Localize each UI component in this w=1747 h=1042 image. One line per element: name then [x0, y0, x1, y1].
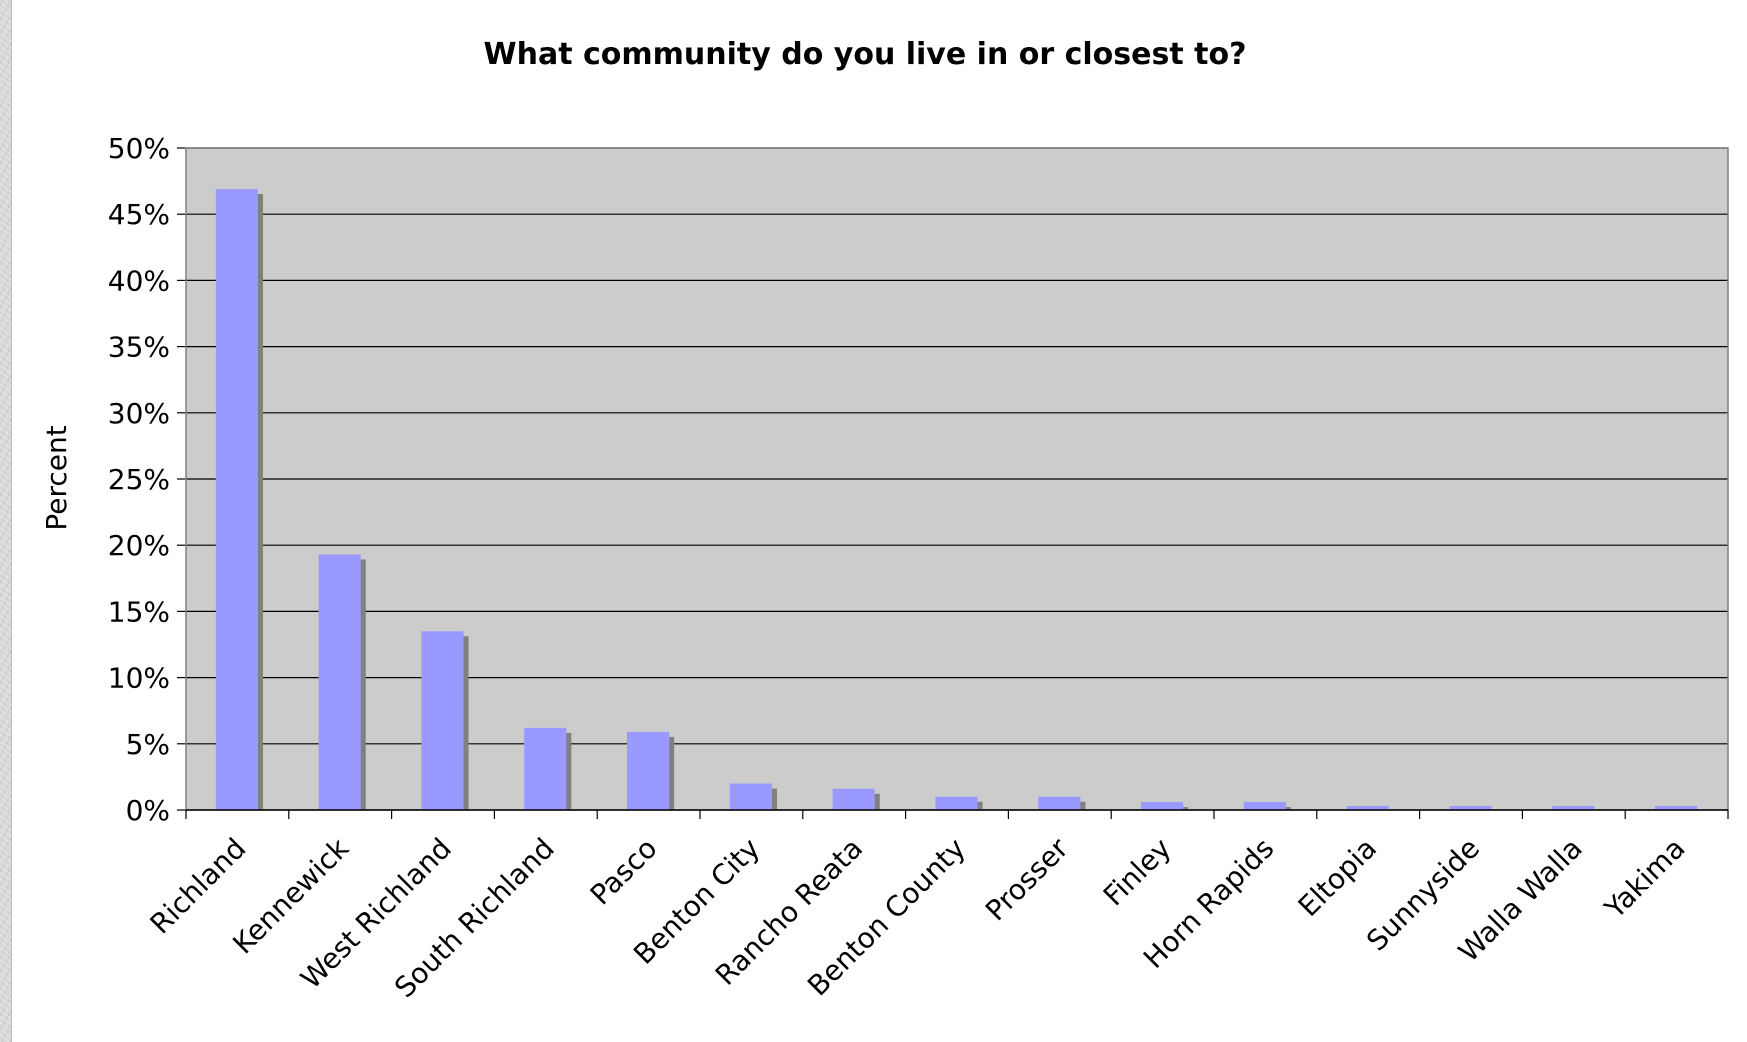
- bar: [215, 189, 258, 810]
- x-category-label: Prosser: [979, 831, 1075, 927]
- x-category-label: Richland: [144, 832, 253, 941]
- y-tick-label: 50%: [108, 132, 170, 165]
- plot-area: 0%5%10%15%20%25%30%35%40%45%50%RichlandK…: [108, 132, 1729, 1004]
- bar: [1449, 806, 1492, 810]
- y-tick-label: 40%: [108, 264, 170, 297]
- bar: [1243, 802, 1286, 810]
- bar: [318, 554, 361, 810]
- y-tick-label: 30%: [108, 397, 170, 430]
- bar: [729, 783, 772, 810]
- bar: [935, 796, 978, 810]
- bar: [1655, 806, 1698, 810]
- y-tick-label: 5%: [126, 728, 170, 761]
- bar: [832, 788, 875, 810]
- bar: [627, 731, 670, 810]
- bar: [524, 727, 567, 810]
- x-category-label: Finley: [1097, 832, 1178, 913]
- y-tick-label: 45%: [108, 198, 170, 231]
- y-axis-title: Percent: [40, 425, 73, 530]
- y-tick-label: 0%: [126, 794, 170, 827]
- bar: [421, 631, 464, 810]
- bar: [1346, 806, 1389, 810]
- bar: [1038, 796, 1081, 810]
- bar: [1552, 806, 1595, 810]
- x-category-label: Eltopia: [1292, 832, 1383, 923]
- y-tick-label: 25%: [108, 463, 170, 496]
- bar: [1141, 802, 1184, 810]
- x-category-label: Yakima: [1598, 832, 1692, 926]
- y-tick-label: 10%: [108, 662, 170, 695]
- chart-title: What community do you live in or closest…: [484, 37, 1247, 72]
- y-tick-label: 15%: [108, 595, 170, 628]
- x-category-label: Pasco: [584, 832, 664, 912]
- y-tick-label: 20%: [108, 529, 170, 562]
- y-tick-label: 35%: [108, 331, 170, 364]
